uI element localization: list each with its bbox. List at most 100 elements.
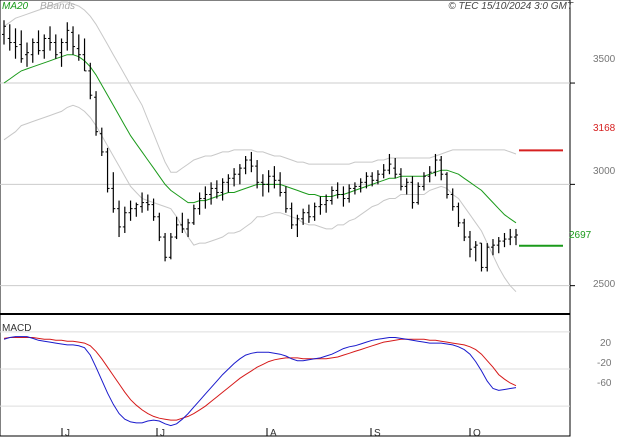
ohlc-bar (42, 34, 47, 59)
ohlc-bar (301, 208, 306, 225)
ohlc-bar (421, 172, 426, 191)
ohlc-bar (191, 204, 196, 225)
ohlc-bar (53, 34, 58, 59)
ohlc-bar (260, 174, 265, 197)
ohlc-bar (174, 216, 179, 240)
ohlc-bar (393, 158, 398, 179)
ohlc-bar (381, 164, 386, 179)
resistance-level-label: 3168 (593, 123, 616, 134)
ohlc-bar (306, 204, 311, 223)
ohlc-bar (122, 206, 127, 233)
ohlc-bar (508, 228, 513, 246)
ohlc-bar (237, 164, 242, 185)
ohlc-bar (364, 172, 369, 189)
macd-lines (3, 336, 517, 427)
bb-lower-line (3, 104, 517, 293)
ohlc-bar (220, 178, 225, 201)
ohlc-bar (467, 230, 472, 258)
ohlc-bar (76, 34, 81, 61)
ohlc-bar (462, 218, 467, 242)
ohlc-bar (94, 91, 99, 136)
ohlc-bar (186, 218, 191, 238)
ohlc-bar (278, 172, 283, 197)
ohlc-bar (289, 202, 294, 229)
ohlc-bar (347, 184, 352, 203)
ohlc-bar (203, 186, 208, 209)
ohlc-bar (456, 202, 461, 227)
macd-label: MACD (2, 323, 31, 334)
ohlc-bar (295, 214, 300, 238)
ohlc-bar (99, 127, 104, 156)
ohlc-bar (324, 194, 329, 213)
ohlc-bar (433, 153, 438, 177)
ohlc-bar (180, 212, 185, 233)
grid-lines (0, 82, 575, 407)
ohlc-bar (140, 192, 145, 213)
ohlc-bar (387, 153, 392, 175)
ohlc-bar (7, 24, 12, 51)
ohlc-bar (48, 26, 53, 51)
ohlc-bar (490, 239, 495, 256)
ohlc-bar (266, 170, 271, 193)
ohlc-bar (128, 200, 133, 221)
ohlc-bar (485, 243, 490, 272)
price-levels (519, 149, 563, 247)
y-tick-label: 3000 (593, 166, 616, 177)
ma20-legend-label: MA20 (2, 1, 29, 12)
x-tick-label: J (160, 428, 165, 439)
ohlc-bar (410, 176, 415, 209)
ohlc-bar (30, 38, 35, 63)
ohlc-bar (168, 232, 173, 260)
ohlc-bar (358, 178, 363, 193)
support-level-label: 2697 (569, 230, 592, 241)
ohlc-bar (25, 42, 30, 67)
ohlc-bar (111, 172, 116, 213)
ohlc-bar (134, 202, 139, 217)
ohlc-bar (335, 182, 340, 199)
ohlc-bar (398, 168, 403, 191)
macd-y-tick-label: -20 (597, 358, 612, 369)
ohlc-bar (163, 232, 168, 262)
ohlc-bar (318, 196, 323, 215)
x-tick-label: J (65, 428, 70, 439)
bb-upper-line (3, 1, 517, 173)
ohlc-bar (243, 155, 248, 175)
macd-signal-path (3, 337, 517, 421)
ohlc-bar (59, 38, 64, 67)
ohlc-bar (375, 170, 380, 185)
bbands-legend-label: BBands (40, 1, 75, 12)
ohlc-bar (197, 192, 202, 215)
x-tick-label: A (270, 428, 277, 439)
copyright-label: © TEC 15/10/2024 3:0 GMT (448, 1, 574, 12)
ohlc-bar (341, 186, 346, 207)
price-panel-frame (0, 0, 571, 315)
ohlc-bar (151, 198, 156, 221)
ohlc-bar (283, 186, 288, 213)
ohlc-bar (450, 188, 455, 211)
y-tick-label: 3500 (593, 54, 616, 65)
ohlc-bar (71, 26, 76, 55)
ohlc-bar (473, 241, 478, 262)
x-axis (61, 428, 471, 436)
macd-y-tick-label: 20 (600, 338, 612, 349)
ohlc-bar (232, 168, 237, 187)
ohlc-bar (209, 182, 214, 205)
ohlc-bar (496, 237, 501, 254)
ohlc-bar (502, 232, 507, 248)
ohlc-bar (479, 242, 484, 272)
ohlc-bar (105, 147, 110, 193)
macd-y-tick-label: -60 (597, 378, 612, 389)
ohlc-bar (427, 166, 432, 183)
ohlc-bar (514, 228, 518, 246)
bollinger-bands (3, 1, 517, 293)
ma20-line (3, 54, 517, 224)
macd-line-path (3, 336, 517, 427)
ohlc-bar (117, 200, 122, 238)
ohlc-bar (157, 212, 162, 242)
ohlc-bar (13, 28, 18, 59)
ohlc-bar (214, 180, 219, 199)
ohlc-bar (439, 155, 444, 181)
ohlc-bar (444, 172, 449, 199)
ohlc-bar (19, 30, 24, 63)
